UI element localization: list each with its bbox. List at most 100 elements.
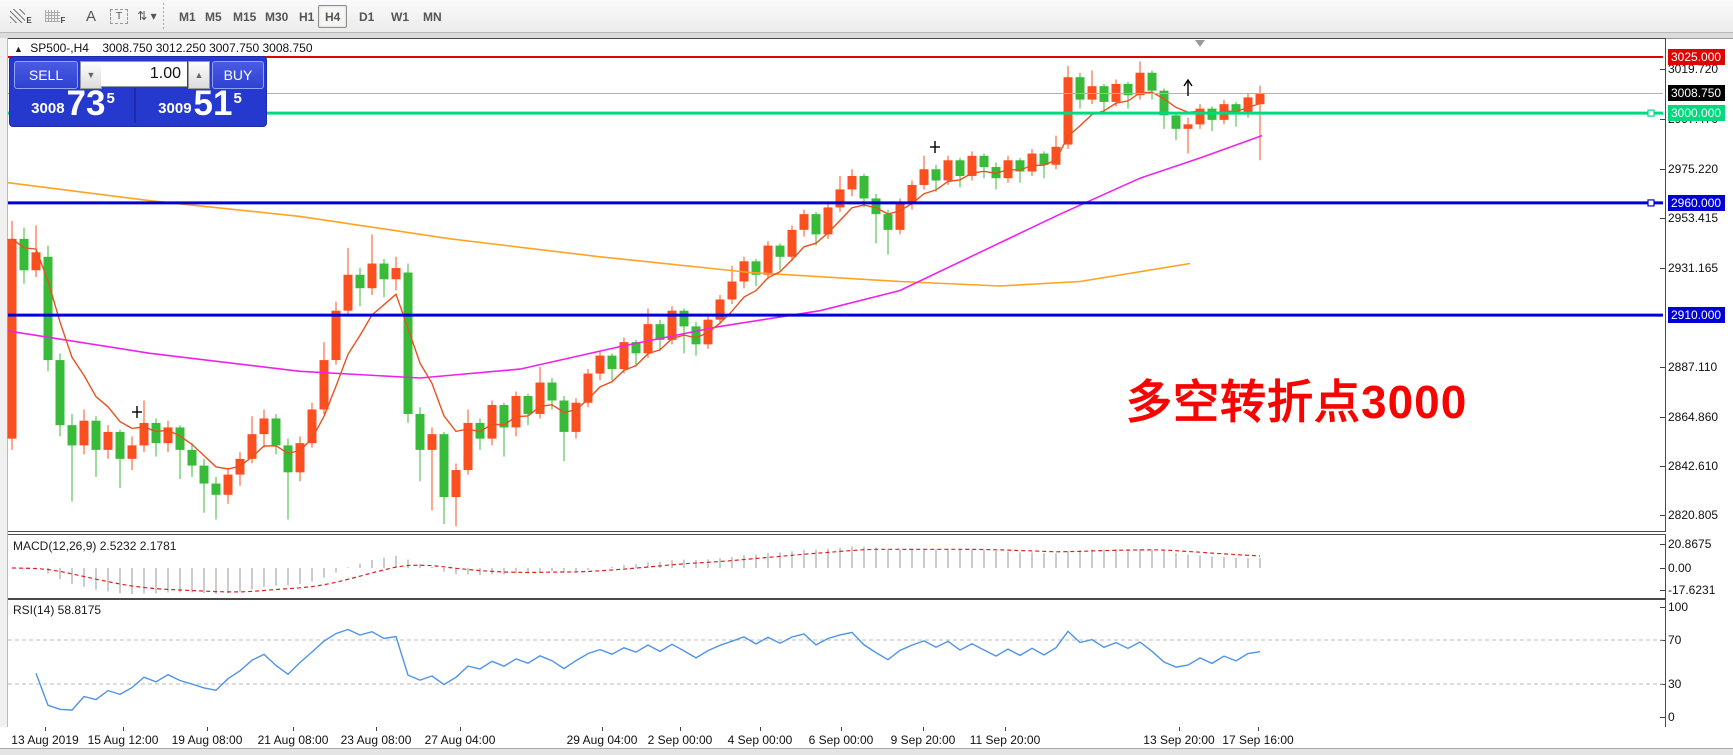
price-axis-label: 2842.610 <box>1668 459 1719 474</box>
time-axis-label: 11 Sep 20:00 <box>969 733 1041 747</box>
axis-tick <box>1660 416 1665 418</box>
time-axis-tick <box>1005 727 1006 731</box>
timeframe-button-mn[interactable]: MN <box>423 9 442 24</box>
timeframe-button-h4[interactable]: H4 <box>318 5 348 28</box>
draw-study-icon[interactable]: E <box>8 4 34 28</box>
sell-price[interactable]: 3008 73 5 <box>12 84 136 123</box>
axis-tick <box>1660 590 1665 591</box>
time-axis-label: 9 Sep 20:00 <box>890 733 956 747</box>
time-axis-label: 19 Aug 08:00 <box>171 733 243 747</box>
sell-price-handle: 3008 <box>31 100 65 117</box>
rsi-axis-label: 100 <box>1668 600 1689 614</box>
timeframe-button-w1[interactable]: W1 <box>391 9 409 24</box>
time-axis-tick <box>1179 727 1180 731</box>
time-axis-tick <box>293 727 294 731</box>
time-axis-label: 13 Sep 20:00 <box>1143 733 1215 747</box>
dashed-box-icon: T <box>110 8 128 24</box>
buy-price[interactable]: 3009 51 5 <box>138 86 262 123</box>
time-axis-label: 13 Aug 2019 <box>11 733 79 747</box>
buy-button[interactable]: BUY <box>212 61 264 89</box>
time-axis-label: 17 Sep 16:00 <box>1222 733 1294 747</box>
rsi-panel-frame[interactable] <box>7 599 1666 729</box>
macd-axis-label: 0.00 <box>1668 561 1692 575</box>
sort-arrows-icon: ⇅ ▾ <box>137 9 157 23</box>
chart-header: ▲ SP500-,H4 3008.750 3012.250 3007.750 3… <box>14 41 313 55</box>
window-bottom-strip <box>0 748 1733 755</box>
macd-axis-label: 20.8675 <box>1668 537 1712 551</box>
time-axis-label: 27 Aug 04:00 <box>424 733 496 747</box>
time-axis-tick <box>841 727 842 731</box>
time-axis-label: 29 Aug 04:00 <box>566 733 638 747</box>
macd-panel-frame[interactable] <box>7 534 1666 599</box>
axis-tick <box>1660 515 1665 517</box>
time-axis-label: 2 Sep 00:00 <box>647 733 713 747</box>
price-axis-label: 2887.110 <box>1668 359 1718 374</box>
axis-tick <box>1660 466 1665 468</box>
timeframe-button-h1[interactable]: H1 <box>299 9 315 24</box>
timeframe-button-m5[interactable]: M5 <box>205 9 222 24</box>
level-price-label: 3025.000 <box>1668 49 1726 65</box>
time-axis-tick <box>680 727 681 731</box>
price-axis-label: 2820.805 <box>1668 508 1719 523</box>
volume-increase-button[interactable]: ▲ <box>188 61 210 89</box>
sell-button[interactable]: SELL <box>14 61 78 89</box>
time-axis-tick <box>45 727 46 731</box>
letter-a-icon: A <box>85 7 96 25</box>
time-axis-tick <box>760 727 761 731</box>
rsi-axis-label: 0 <box>1668 710 1675 724</box>
tool-sub-label: E <box>26 15 32 25</box>
sell-price-pips: 73 <box>66 84 106 123</box>
fibonacci-grid-icon[interactable]: F <box>42 4 68 28</box>
symbol-period-label: SP500-,H4 <box>30 41 89 55</box>
time-axis-tick <box>376 727 377 731</box>
timeframe-button-m15[interactable]: M15 <box>233 9 257 24</box>
timeframe-button-m30[interactable]: M30 <box>265 9 289 24</box>
current-price-label: 3008.750 <box>1668 85 1726 102</box>
time-axis-tick <box>123 727 124 731</box>
arrows-dropdown-icon[interactable]: ⇅ ▾ <box>134 4 160 28</box>
time-axis-tick <box>602 727 603 731</box>
volume-input[interactable] <box>101 61 187 87</box>
time-axis-tick <box>460 727 461 731</box>
time-axis-tick <box>923 727 924 731</box>
level-price-label: 2910.000 <box>1668 307 1726 324</box>
time-axis-tick <box>1258 727 1259 731</box>
axis-tick <box>1660 267 1665 269</box>
axis-tick <box>1660 118 1665 120</box>
price-axis-label: 3019.720 <box>1668 61 1719 76</box>
macd-axis-label: -17.6231 <box>1668 583 1716 597</box>
sell-price-point: 5 <box>106 90 115 107</box>
axis-tick <box>1660 68 1665 70</box>
level-price-label: 2960.000 <box>1668 194 1726 211</box>
price-axis-label: 2931.165 <box>1668 260 1719 275</box>
timeframe-button-d1[interactable]: D1 <box>359 9 375 24</box>
axis-tick <box>1660 366 1665 368</box>
axis-tick <box>1660 568 1665 569</box>
buy-price-point: 5 <box>233 90 242 107</box>
time-axis-label: 21 Aug 08:00 <box>257 733 329 747</box>
time-axis-label: 23 Aug 08:00 <box>340 733 412 747</box>
timeframe-button-m1[interactable]: M1 <box>179 9 196 24</box>
axis-tick <box>1660 217 1665 219</box>
grid-icon <box>44 10 60 22</box>
ohlc-readout: 3008.750 3012.250 3007.750 3008.750 <box>102 41 313 55</box>
rsi-axis-label: 70 <box>1668 633 1682 647</box>
collapse-triangle-icon[interactable]: ▲ <box>14 44 23 54</box>
text-label-icon[interactable]: A <box>78 4 104 28</box>
toolbar: E F A T ⇅ ▾ M1 M5 M15 M30 H1 H4 D1 W1 MN <box>0 0 1733 33</box>
tool-sub-label: F <box>60 15 66 25</box>
buy-price-handle: 3009 <box>158 100 192 117</box>
time-axis-label: 15 Aug 12:00 <box>87 733 159 747</box>
axis-tick <box>1660 168 1665 170</box>
text-box-icon[interactable]: T <box>106 4 132 28</box>
toolbar-separator <box>163 3 164 29</box>
macd-label: MACD(12,26,9) 2.5232 2.1781 <box>13 539 177 553</box>
time-axis[interactable]: 13 Aug 2019 15 Aug 12:00 19 Aug 08:00 21 Au… <box>0 727 1733 748</box>
price-axis-label: 2975.220 <box>1668 161 1719 176</box>
axis-tick <box>1660 607 1665 608</box>
price-axis-label: 2864.860 <box>1668 409 1719 424</box>
rsi-label: RSI(14) 58.8175 <box>13 603 102 617</box>
